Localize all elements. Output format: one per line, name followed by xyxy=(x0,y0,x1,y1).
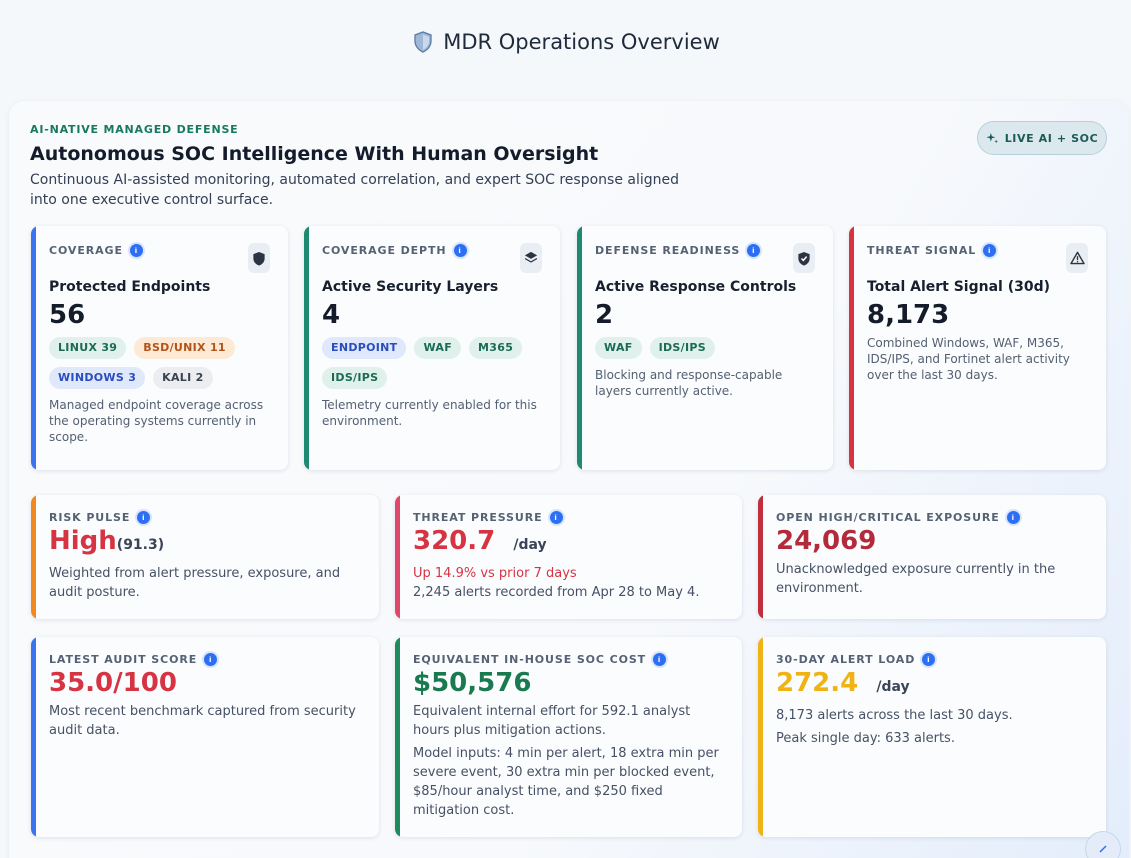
hero-eyebrow: AI-NATIVE MANAGED DEFENSE xyxy=(30,123,239,136)
threat-signal-card: THREAT SIGNAL i Total Alert Signal (30d) … xyxy=(849,226,1106,470)
shield-icon xyxy=(248,243,270,273)
tag: WAF xyxy=(414,337,462,359)
info-icon[interactable]: i xyxy=(137,511,151,524)
card-label: THREAT SIGNAL i xyxy=(867,244,1088,257)
live-status-pill[interactable]: LIVE AI + SOC xyxy=(977,121,1107,155)
tag: M365 xyxy=(469,337,523,359)
card-label: LATEST AUDIT SCORE i xyxy=(49,653,361,666)
card-value: $50,576 xyxy=(413,668,532,698)
cost-model-inputs: Model inputs: 4 min per alert, 18 extra … xyxy=(413,746,719,818)
card-description: Combined Windows, WAF, M365, IDS/IPS, an… xyxy=(867,336,1070,382)
card-value: High(91.3) xyxy=(49,526,165,556)
defense-readiness-card: DEFENSE READINESS i Active Response Contr… xyxy=(577,226,833,470)
alert-load-card: 30-DAY ALERT LOAD i 272.4 /day 8,173 aler… xyxy=(758,637,1106,837)
card-description: Blocking and response-capable layers cur… xyxy=(595,368,783,398)
shield-check-icon xyxy=(793,243,815,273)
card-description: Telemetry currently enabled for this env… xyxy=(322,398,537,428)
tag-list: WAF IDS/IPS xyxy=(595,337,815,359)
info-icon[interactable]: i xyxy=(549,511,563,524)
floating-edit-button[interactable] xyxy=(1085,831,1121,858)
sparkle-icon xyxy=(986,132,998,143)
card-description: 2,245 alerts recorded from Apr 28 to May… xyxy=(413,585,700,600)
card-value: 56 xyxy=(49,300,86,330)
card-title: Active Security Layers xyxy=(322,279,499,295)
info-icon[interactable]: i xyxy=(204,653,218,666)
trend-change: Up 14.9% vs prior 7 days xyxy=(413,566,577,581)
peak-alerts: Peak single day: 633 alerts. xyxy=(776,731,955,746)
card-label: RISK PULSE i xyxy=(49,511,361,524)
soc-cost-card: EQUIVALENT IN-HOUSE SOC COST i $50,576 Eq… xyxy=(395,637,742,837)
tag: IDS/IPS xyxy=(649,337,715,359)
card-title: Total Alert Signal (30d) xyxy=(867,279,1051,295)
card-label: COVERAGE i xyxy=(49,244,270,257)
tag-list: LINUX 39 BSD/UNIX 11 WINDOWS 3 KALI 2 xyxy=(49,337,270,389)
info-icon[interactable]: i xyxy=(922,653,936,666)
tag: KALI 2 xyxy=(153,367,213,389)
card-label: 30-DAY ALERT LOAD i xyxy=(776,653,1088,666)
card-description: Weighted from alert pressure, exposure, … xyxy=(49,566,341,600)
card-label: THREAT PRESSURE i xyxy=(413,511,724,524)
value-unit: /day xyxy=(876,679,910,695)
tag-list: ENDPOINT WAF M365 IDS/IPS xyxy=(322,337,542,389)
card-title: Active Response Controls xyxy=(595,279,797,295)
tag: WINDOWS 3 xyxy=(49,367,146,389)
tag: LINUX 39 xyxy=(49,337,127,359)
card-value: 320.7 /day xyxy=(413,526,547,556)
card-value: 8,173 xyxy=(867,300,950,330)
card-value: 35.0/100 xyxy=(49,668,177,698)
info-icon[interactable]: i xyxy=(453,244,467,257)
value-unit: /day xyxy=(513,537,547,553)
tag: ENDPOINT xyxy=(322,337,407,359)
card-label: OPEN HIGH/CRITICAL EXPOSURE i xyxy=(776,511,1088,524)
card-label: COVERAGE DEPTH i xyxy=(322,244,542,257)
info-icon[interactable]: i xyxy=(747,244,761,257)
card-description: Unacknowledged exposure currently in the… xyxy=(776,562,1056,596)
card-label: EQUIVALENT IN-HOUSE SOC COST i xyxy=(413,653,724,666)
live-pill-label: LIVE AI + SOC xyxy=(1004,131,1099,145)
info-icon[interactable]: i xyxy=(1006,511,1020,524)
info-icon[interactable]: i xyxy=(129,244,143,257)
layers-icon xyxy=(520,243,542,273)
card-description: Managed endpoint coverage across the ope… xyxy=(49,398,264,444)
audit-score-card: LATEST AUDIT SCORE i 35.0/100 Most recent… xyxy=(31,637,379,837)
tag: IDS/IPS xyxy=(322,367,388,389)
info-icon[interactable]: i xyxy=(983,244,997,257)
tag: BSD/UNIX 11 xyxy=(134,337,235,359)
coverage-depth-card: COVERAGE DEPTH i Active Security Layers 4… xyxy=(304,226,560,470)
warning-icon xyxy=(1066,243,1088,273)
card-description: Equivalent internal effort for 592.1 ana… xyxy=(413,704,691,738)
info-icon[interactable]: i xyxy=(653,653,667,666)
coverage-card: COVERAGE i Protected Endpoints 56 LINUX 3… xyxy=(31,226,288,470)
card-description: Most recent benchmark captured from secu… xyxy=(49,704,356,738)
card-description: 8,173 alerts across the last 30 days. xyxy=(776,708,1013,723)
page-title: MDR Operations Overview xyxy=(0,30,1131,54)
card-value: 4 xyxy=(322,300,341,330)
shield-icon xyxy=(414,31,432,53)
card-label: DEFENSE READINESS i xyxy=(595,244,815,257)
score-suffix: (91.3) xyxy=(116,537,165,553)
threat-pressure-card: THREAT PRESSURE i 320.7 /day Up 14.9% vs … xyxy=(395,495,742,619)
risk-pulse-card: RISK PULSE i High(91.3) Weighted from ale… xyxy=(31,495,379,619)
card-value: 2 xyxy=(595,300,614,330)
exposure-card: OPEN HIGH/CRITICAL EXPOSURE i 24,069 Unac… xyxy=(758,495,1106,619)
hero-title: Autonomous SOC Intelligence With Human O… xyxy=(30,143,599,165)
edit-icon xyxy=(1099,845,1107,853)
page-title-text: MDR Operations Overview xyxy=(443,30,720,54)
card-value: 24,069 xyxy=(776,526,877,556)
card-value: 272.4 /day xyxy=(776,668,910,698)
card-title: Protected Endpoints xyxy=(49,279,211,295)
tag: WAF xyxy=(595,337,642,359)
hero-subtitle: Continuous AI-assisted monitoring, autom… xyxy=(30,172,680,208)
